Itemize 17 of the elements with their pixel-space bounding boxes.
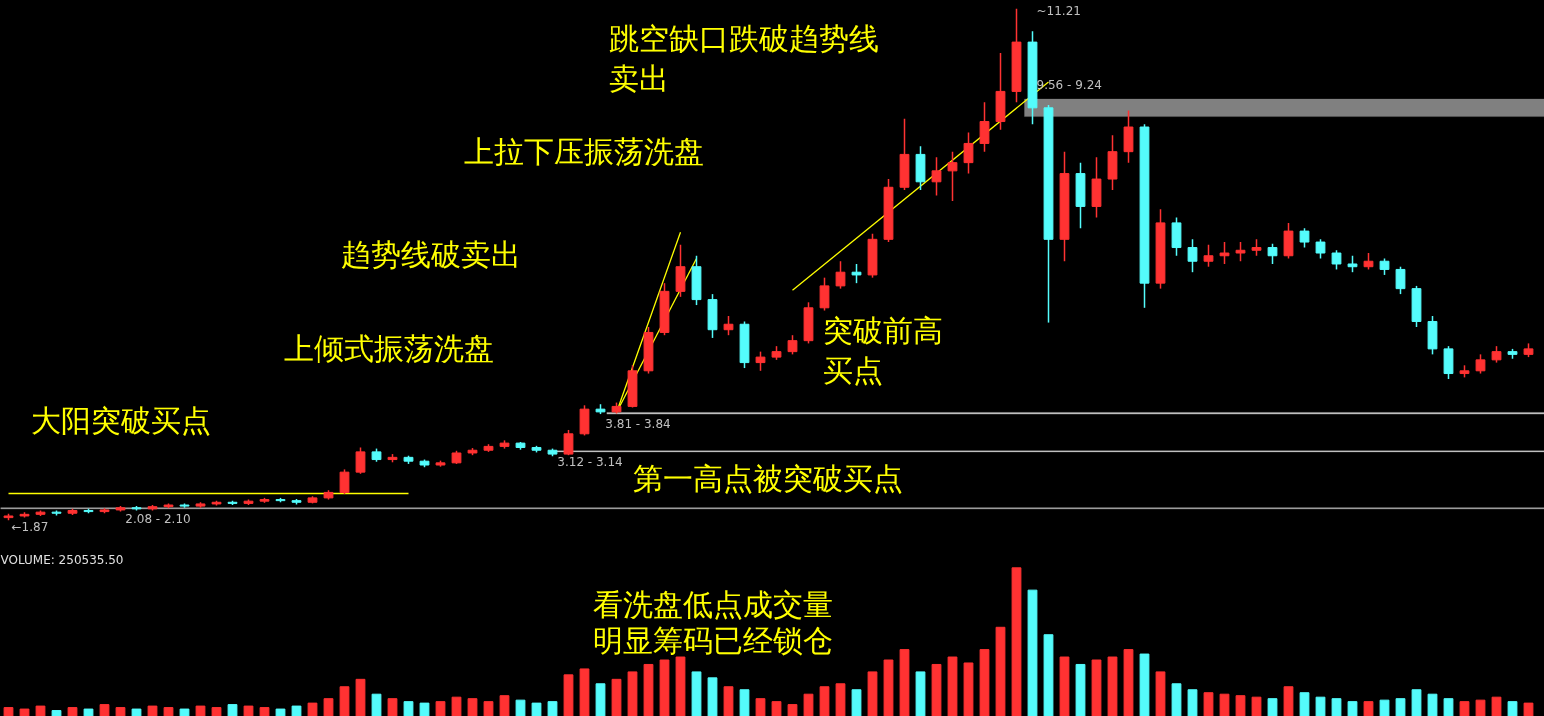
chart-title: VOLUME: 250535.50 [0, 552, 124, 567]
annotation: 看洗盘低点成交量 [592, 586, 833, 622]
annotation: 买点 [822, 352, 883, 388]
band-label: 3.81 - 3.84 [605, 417, 671, 432]
annotation: 卖出 [608, 60, 669, 96]
annotation: 上拉下压振荡洗盘 [463, 133, 704, 169]
annotation: ←1.87 [11, 520, 49, 535]
annotation: 突破前高 [822, 312, 943, 348]
band-label: 2.08 - 2.10 [125, 511, 191, 526]
annotation: ~11.21 [1036, 3, 1081, 18]
annotation: 明显筹码已经锁仓 [592, 622, 833, 658]
annotation: 跳空缺口跌破趋势线 [608, 20, 879, 56]
annotation: 第一高点被突破买点 [632, 460, 903, 496]
band-label: 3.12 - 3.14 [557, 454, 623, 469]
annotation: 大阳突破买点 [30, 402, 211, 438]
annotation: 上倾式振荡洗盘 [283, 330, 494, 366]
annotation: 趋势线破卖出 [340, 236, 521, 272]
